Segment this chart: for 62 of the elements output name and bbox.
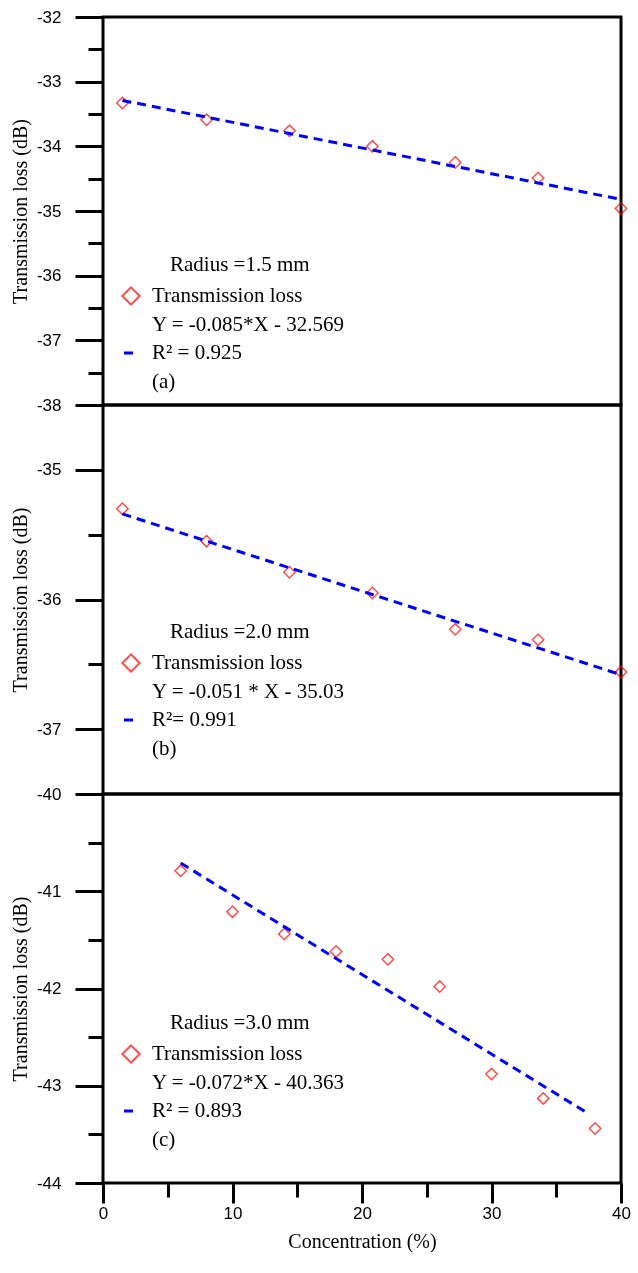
- y-tick-label: -40: [36, 784, 62, 804]
- point: [448, 156, 462, 169]
- point: [200, 534, 214, 548]
- y-tick-label: -35: [36, 460, 62, 480]
- point: [365, 139, 379, 153]
- legend-title: Radius =2.0 mm: [170, 619, 310, 643]
- point: [381, 952, 395, 966]
- point: [614, 665, 628, 679]
- y-tick-label: -38: [36, 395, 62, 415]
- y-axis-title: Transmission loss (dB): [8, 507, 32, 693]
- y-tick-label: -33: [36, 72, 62, 92]
- y-tick-label: -43: [36, 1076, 62, 1096]
- legend-label: R² = 0.893: [152, 1098, 242, 1122]
- x-tick-label: 0: [98, 1203, 109, 1223]
- point: [531, 633, 545, 647]
- point: [536, 1091, 550, 1105]
- point: [226, 905, 239, 919]
- y-tick-label: -41: [36, 881, 62, 901]
- point: [433, 980, 447, 994]
- point: [614, 201, 628, 215]
- point: [365, 586, 379, 600]
- y-axis-title: Transmission loss (dB): [8, 896, 32, 1082]
- point: [448, 622, 462, 636]
- legend-label: Transmission loss: [152, 283, 303, 307]
- y-tick-label: -37: [36, 330, 62, 350]
- y-axis-title: Transmission loss (dB): [8, 119, 32, 304]
- y-tick-label: -37: [36, 719, 62, 739]
- x-tick-label: 10: [223, 1203, 243, 1223]
- point: [485, 1067, 498, 1081]
- point: [283, 124, 296, 138]
- y-tick-label: -35: [36, 201, 62, 221]
- legend-title: Radius =3.0 mm: [170, 1010, 310, 1034]
- legend-label: Transmission loss: [152, 1041, 303, 1065]
- legend-title: Radius =1.5 mm: [170, 252, 310, 276]
- point: [174, 864, 188, 878]
- x-tick-label: 40: [612, 1203, 631, 1223]
- y-tick-label: -42: [36, 979, 62, 998]
- x-tick-label: 20: [353, 1203, 372, 1223]
- y-tick-label: -36: [36, 266, 62, 286]
- y-tick-label: -32: [36, 7, 62, 27]
- x-tick-label: 30: [482, 1203, 502, 1223]
- x-axis-title: Concentration (%): [288, 1229, 437, 1253]
- point: [200, 113, 214, 127]
- annotation: (c): [152, 1127, 176, 1151]
- point: [277, 927, 291, 941]
- annotation: (a): [152, 369, 176, 393]
- point: [329, 945, 343, 958]
- y-tick-label: -34: [36, 136, 62, 156]
- annotation: Y = -0.051 * X - 35.03: [152, 679, 344, 703]
- legend-label: R²= 0.991: [152, 707, 237, 731]
- point: [115, 502, 129, 516]
- y-tick-label: -44: [36, 1173, 62, 1193]
- annotation: (b): [152, 736, 177, 760]
- point: [531, 171, 545, 185]
- annotation: Y = -0.072*X - 40.363: [152, 1070, 344, 1094]
- point: [115, 96, 129, 110]
- annotation: Y = -0.085*X - 32.569: [152, 312, 344, 336]
- point: [283, 565, 296, 579]
- legend-label: Transmission loss: [152, 650, 303, 674]
- point: [588, 1122, 602, 1135]
- legend-label: R² = 0.925: [152, 340, 242, 364]
- y-tick-label: -36: [36, 590, 62, 609]
